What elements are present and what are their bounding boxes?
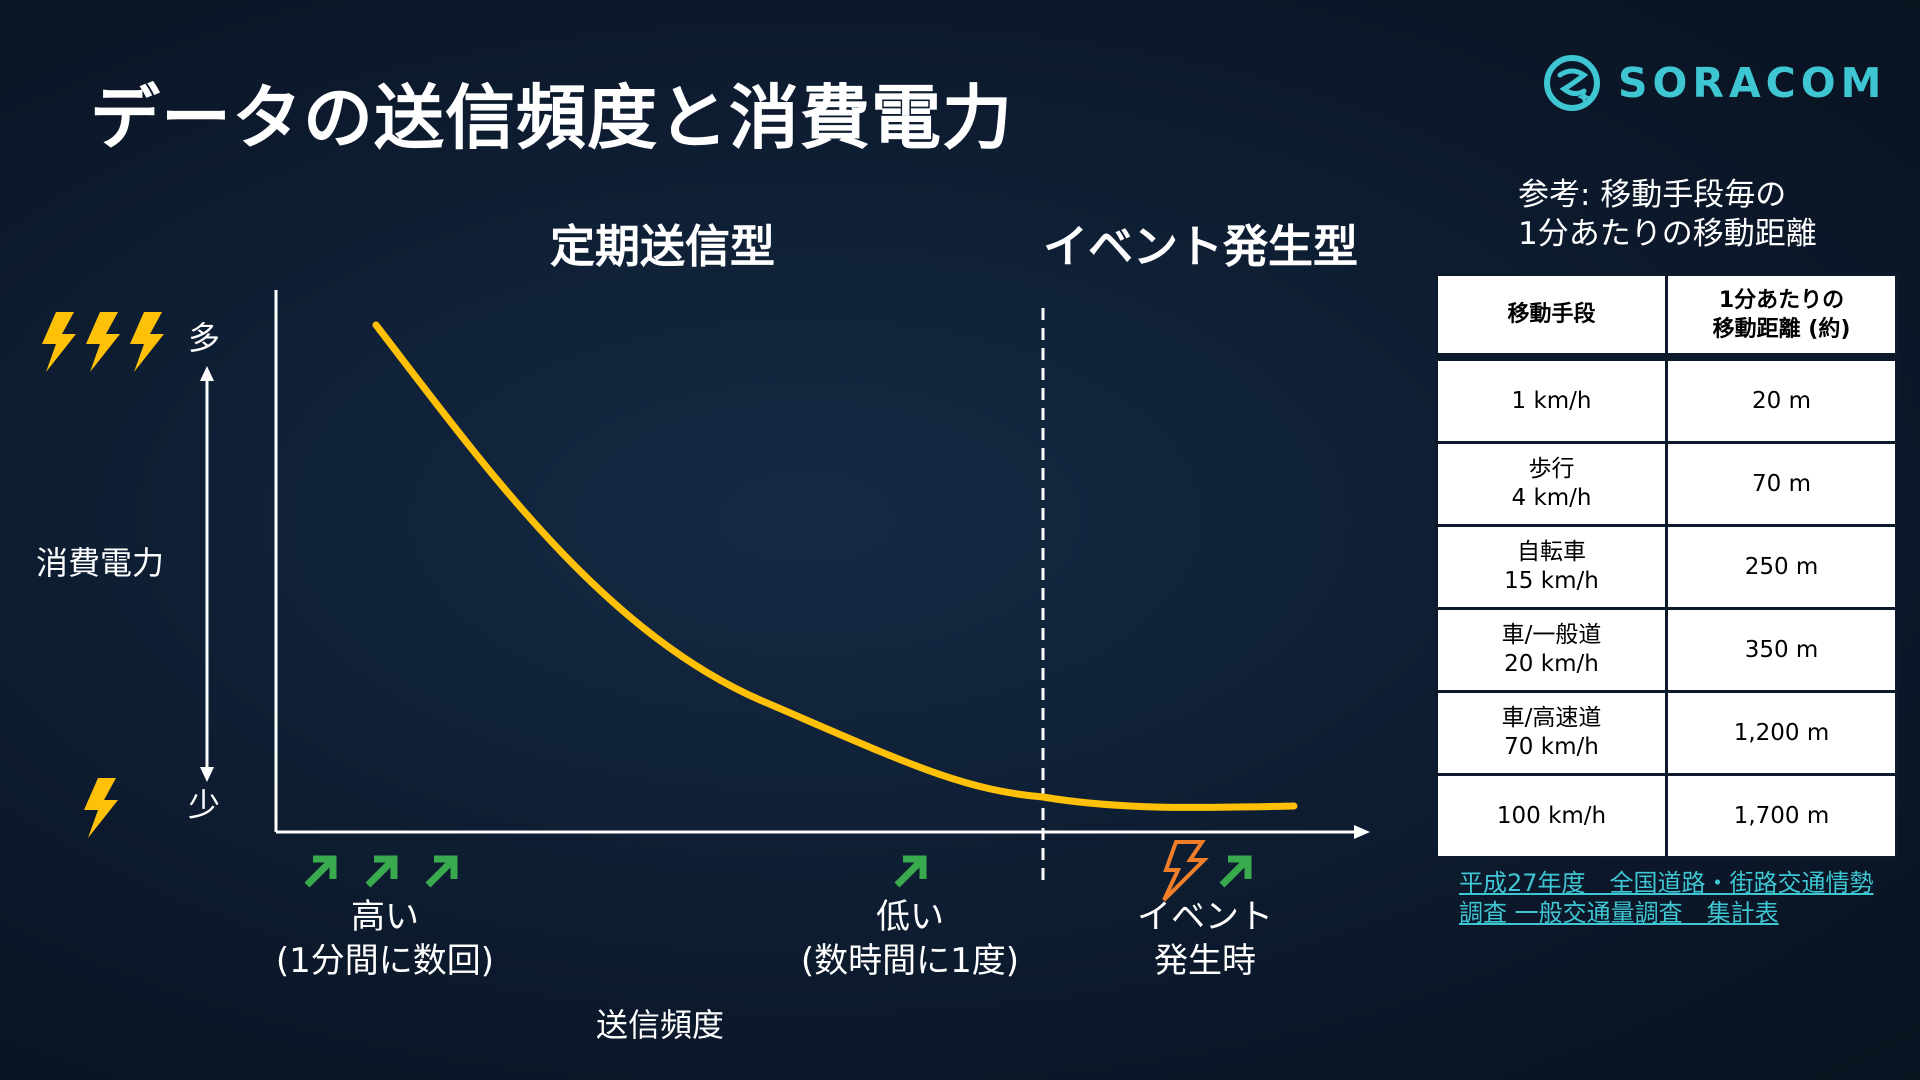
table-header-cell: 1分あたりの 移動距離 (約) [1665,273,1898,359]
event-lightning-icon [1162,840,1209,902]
low-frequency-send-icon [894,855,927,888]
table-header-cell: 移動手段 [1435,273,1668,359]
send-arrow-icon [425,855,458,888]
power-scale-arrow-up-head [200,366,214,381]
lightning-icon [130,312,164,372]
table-cell: 歩行 4 km/h [1435,441,1668,527]
send-arrow-icon [365,855,398,888]
y-axis-title: 消費電力 [36,544,165,582]
low-power-lightning-icon [84,778,118,838]
power-scale-arrow-down-head [200,767,214,782]
logo-wordmark: SORACOM [1618,59,1887,107]
soracom-logo [1544,55,1600,111]
event-send-icons [1162,840,1252,902]
power-consumption-curve [372,321,1298,811]
table-header-row: 移動手段 1分あたりの 移動距離 (約) [1435,273,1898,359]
x-axis-title: 送信頻度 [596,1006,725,1044]
y-axis-low-label: 少 [188,786,221,824]
table-cell: 1,700 m [1665,773,1898,859]
table-cell: 20 m [1665,355,1898,444]
table-cell: 1 km/h [1435,355,1668,444]
table-row: 車/高速道 70 km/h 1,200 m [1435,690,1898,776]
table-cell: 車/高速道 70 km/h [1435,690,1668,776]
y-axis-high-label: 多 [188,319,221,357]
periodic-region-title: 定期送信型 [550,220,776,273]
table-cell: 70 m [1665,441,1898,527]
x-axis-arrowhead [1354,825,1370,839]
send-arrow-icon [894,855,927,888]
soracom-logo-icon [1544,55,1600,111]
table-cell: 250 m [1665,524,1898,610]
table-row: 車/一般道 20 km/h 350 m [1435,607,1898,693]
high-power-lightning-icons [42,312,164,372]
table-row: 1 km/h 20 m [1435,355,1898,444]
lightning-icon [42,312,76,372]
x-label-high-frequency: 高い (1分間に数回) [275,897,495,981]
high-frequency-send-icons [304,855,458,888]
table-row: 自転車 15 km/h 250 m [1435,524,1898,610]
table-cell: 自転車 15 km/h [1435,524,1668,610]
x-label-low-frequency: 低い (数時間に1度) [800,897,1020,981]
event-region-title: イベント発生型 [1043,220,1359,273]
table-cell: 車/一般道 20 km/h [1435,607,1668,693]
table-row: 100 km/h 1,700 m [1435,773,1898,859]
send-arrow-icon [1219,855,1252,888]
table-row: 歩行 4 km/h 70 m [1435,441,1898,527]
reference-caption: 参考: 移動手段毎の 1分あたりの移動距離 [1518,177,1817,252]
source-link[interactable]: 平成27年度 全国道路・街路交通情勢 調査 一般交通量調査 集計表 [1459,869,1874,927]
lightning-icon [86,312,120,372]
x-label-event: イベント 発生時 [1137,897,1273,981]
send-arrow-icon [304,855,337,888]
table-cell: 100 km/h [1435,773,1668,859]
table-cell: 1,200 m [1665,690,1898,776]
page-title: データの送信頻度と消費電力 [90,77,1013,159]
travel-distance-table: 移動手段 1分あたりの 移動距離 (約) 1 km/h 20 m 歩行 4 km… [1435,273,1898,859]
table-cell: 350 m [1665,607,1898,693]
